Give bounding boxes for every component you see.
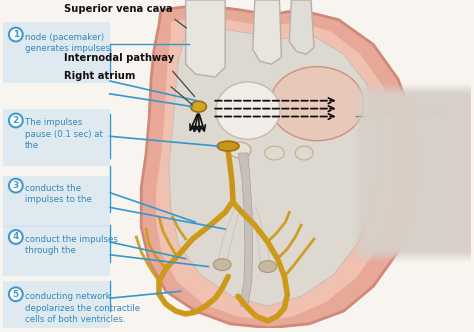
Ellipse shape bbox=[295, 146, 313, 160]
Ellipse shape bbox=[213, 259, 231, 271]
Text: 1: 1 bbox=[13, 30, 19, 39]
Text: 4: 4 bbox=[13, 232, 19, 241]
FancyBboxPatch shape bbox=[360, 91, 474, 255]
FancyBboxPatch shape bbox=[365, 95, 474, 251]
Ellipse shape bbox=[216, 82, 280, 139]
Text: Internodal pathway: Internodal pathway bbox=[64, 53, 174, 63]
FancyBboxPatch shape bbox=[366, 97, 473, 249]
FancyBboxPatch shape bbox=[3, 176, 109, 227]
Text: node (pacemaker)
generates impulses.: node (pacemaker) generates impulses. bbox=[25, 33, 112, 53]
Polygon shape bbox=[156, 17, 400, 321]
Polygon shape bbox=[289, 0, 314, 54]
FancyBboxPatch shape bbox=[3, 109, 109, 166]
Text: Left atrium: Left atrium bbox=[376, 109, 442, 119]
Text: conduct the impulses
through the: conduct the impulses through the bbox=[25, 235, 118, 255]
Circle shape bbox=[9, 28, 23, 42]
Ellipse shape bbox=[229, 142, 251, 158]
FancyBboxPatch shape bbox=[3, 282, 109, 328]
Text: conducts the
impulses to the: conducts the impulses to the bbox=[25, 184, 91, 204]
Polygon shape bbox=[186, 0, 225, 77]
FancyBboxPatch shape bbox=[356, 87, 474, 259]
FancyBboxPatch shape bbox=[3, 22, 109, 83]
Text: The impulses
pause (0.1 sec) at
the: The impulses pause (0.1 sec) at the bbox=[25, 119, 102, 150]
FancyBboxPatch shape bbox=[353, 83, 474, 263]
Circle shape bbox=[9, 287, 23, 301]
Text: Right atrium: Right atrium bbox=[64, 71, 136, 81]
Text: conducting network
depolarizes the contractile
cells of both ventricles.: conducting network depolarizes the contr… bbox=[25, 292, 140, 324]
Polygon shape bbox=[169, 30, 380, 306]
Circle shape bbox=[9, 179, 23, 193]
FancyBboxPatch shape bbox=[363, 93, 474, 253]
Text: 3: 3 bbox=[13, 181, 19, 190]
FancyBboxPatch shape bbox=[3, 225, 109, 277]
Polygon shape bbox=[238, 153, 253, 306]
Ellipse shape bbox=[259, 261, 276, 273]
Text: Superior vena cava: Superior vena cava bbox=[64, 4, 173, 14]
FancyBboxPatch shape bbox=[355, 85, 474, 261]
Ellipse shape bbox=[217, 141, 239, 151]
Circle shape bbox=[9, 114, 23, 127]
Text: 2: 2 bbox=[13, 116, 19, 125]
FancyBboxPatch shape bbox=[368, 99, 471, 247]
Circle shape bbox=[9, 230, 23, 244]
Ellipse shape bbox=[270, 67, 364, 141]
Ellipse shape bbox=[264, 146, 284, 160]
Polygon shape bbox=[141, 5, 418, 328]
Polygon shape bbox=[253, 0, 282, 64]
FancyBboxPatch shape bbox=[358, 89, 474, 257]
Ellipse shape bbox=[191, 101, 206, 112]
Text: 5: 5 bbox=[13, 290, 19, 299]
